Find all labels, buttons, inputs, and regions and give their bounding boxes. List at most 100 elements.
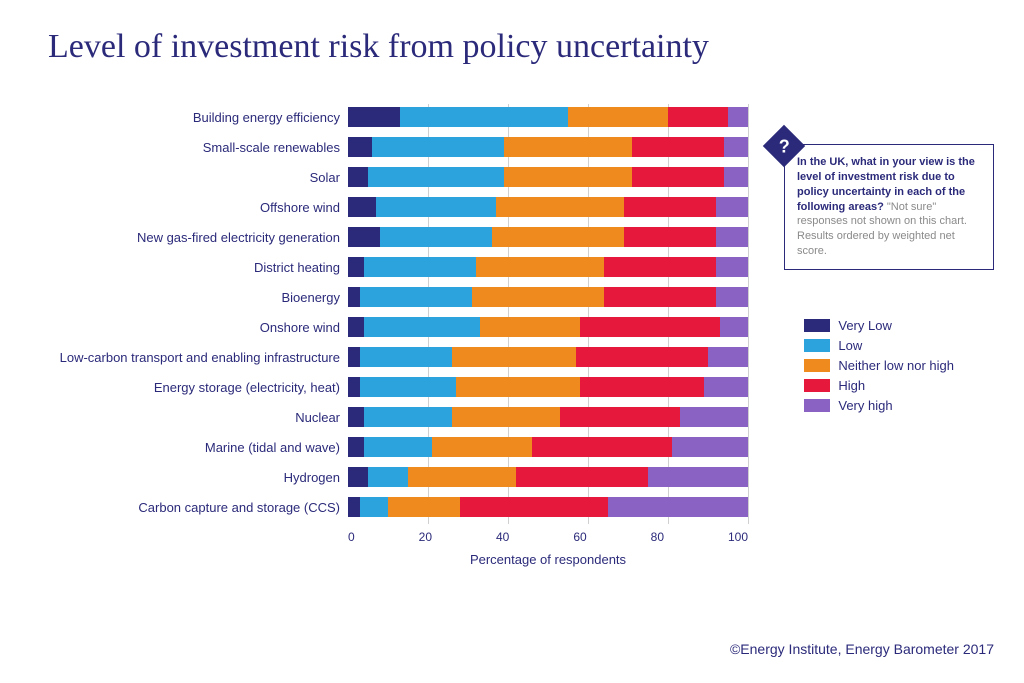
table-row: Hydrogen xyxy=(0,464,1024,490)
credit-line: ©Energy Institute, Energy Barometer 2017 xyxy=(730,641,994,657)
row-label: Nuclear xyxy=(0,410,348,425)
table-row: Carbon capture and storage (CCS) xyxy=(0,494,1024,520)
stacked-bar xyxy=(348,167,748,187)
chart-title: Level of investment risk from policy unc… xyxy=(48,28,709,66)
bar-segment-neither xyxy=(492,227,624,247)
bar-segment-low xyxy=(400,107,568,127)
bar-segment-high xyxy=(532,437,672,457)
legend-label: High xyxy=(838,378,865,393)
x-tick: 40 xyxy=(496,530,509,544)
bar-segment-high xyxy=(632,137,724,157)
bar-segment-very_low xyxy=(348,377,360,397)
bar-segment-very_low xyxy=(348,407,364,427)
bar-segment-low xyxy=(364,407,452,427)
legend-item: Low xyxy=(804,338,954,353)
legend-swatch xyxy=(804,399,830,412)
legend-swatch xyxy=(804,359,830,372)
bar-segment-very_high xyxy=(608,497,748,517)
bar-segment-high xyxy=(576,347,708,367)
bar-segment-neither xyxy=(568,107,668,127)
bar-segment-very_high xyxy=(708,347,748,367)
x-tick: 60 xyxy=(573,530,586,544)
stacked-bar xyxy=(348,107,748,127)
bar-segment-low xyxy=(380,227,492,247)
row-label: New gas-fired electricity generation xyxy=(0,230,348,245)
legend-swatch xyxy=(804,339,830,352)
bar-segment-low xyxy=(360,497,388,517)
bar-segment-very_high xyxy=(648,467,748,487)
bar-segment-very_high xyxy=(716,257,748,277)
legend: Very Low Low Neither low nor high High Very … xyxy=(804,318,954,418)
bar-segment-high xyxy=(516,467,648,487)
bar-segment-high xyxy=(632,167,724,187)
bar-segment-low xyxy=(364,257,476,277)
stacked-bar xyxy=(348,137,748,157)
stacked-bar xyxy=(348,287,748,307)
legend-label: Neither low nor high xyxy=(838,358,954,373)
bar-segment-very_low xyxy=(348,197,376,217)
row-label: Hydrogen xyxy=(0,470,348,485)
legend-swatch xyxy=(804,319,830,332)
bar-segment-low xyxy=(376,197,496,217)
table-row: Bioenergy xyxy=(0,284,1024,310)
row-label: Onshore wind xyxy=(0,320,348,335)
bar-segment-neither xyxy=(480,317,580,337)
row-label: Carbon capture and storage (CCS) xyxy=(0,500,348,515)
bar-segment-very_low xyxy=(348,497,360,517)
row-label: Marine (tidal and wave) xyxy=(0,440,348,455)
row-label: Small-scale renewables xyxy=(0,140,348,155)
row-label: Solar xyxy=(0,170,348,185)
x-tick: 20 xyxy=(419,530,432,544)
bar-segment-very_high xyxy=(724,137,748,157)
bar-segment-neither xyxy=(504,137,632,157)
bar-segment-low xyxy=(360,347,452,367)
bar-segment-neither xyxy=(496,197,624,217)
row-label: Bioenergy xyxy=(0,290,348,305)
table-row: Marine (tidal and wave) xyxy=(0,434,1024,460)
bar-segment-low xyxy=(364,317,480,337)
bar-segment-very_high xyxy=(716,287,748,307)
bar-segment-very_high xyxy=(716,197,748,217)
bar-segment-very_low xyxy=(348,347,360,367)
stacked-bar xyxy=(348,317,748,337)
bar-segment-neither xyxy=(472,287,604,307)
legend-label: Low xyxy=(838,338,862,353)
bar-segment-very_low xyxy=(348,467,368,487)
bar-segment-neither xyxy=(408,467,516,487)
bar-segment-high xyxy=(560,407,680,427)
bar-segment-very_high xyxy=(724,167,748,187)
bar-segment-very_low xyxy=(348,107,400,127)
legend-item: Very high xyxy=(804,398,954,413)
table-row: Building energy efficiency xyxy=(0,104,1024,130)
bar-segment-very_low xyxy=(348,287,360,307)
stacked-bar xyxy=(348,377,748,397)
legend-label: Very Low xyxy=(838,318,891,333)
legend-label: Very high xyxy=(838,398,892,413)
legend-item: High xyxy=(804,378,954,393)
bar-segment-very_high xyxy=(680,407,748,427)
bar-segment-very_low xyxy=(348,317,364,337)
bar-segment-very_high xyxy=(728,107,748,127)
bar-segment-high xyxy=(460,497,608,517)
stacked-bar xyxy=(348,467,748,487)
bar-segment-very_high xyxy=(716,227,748,247)
bar-segment-neither xyxy=(452,347,576,367)
bar-segment-low xyxy=(372,137,504,157)
bar-segment-neither xyxy=(456,377,580,397)
bar-segment-neither xyxy=(388,497,460,517)
stacked-bar xyxy=(348,257,748,277)
stacked-bar xyxy=(348,437,748,457)
legend-swatch xyxy=(804,379,830,392)
bar-segment-neither xyxy=(476,257,604,277)
row-label: Offshore wind xyxy=(0,200,348,215)
question-mark: ? xyxy=(779,134,790,158)
x-tick: 80 xyxy=(651,530,664,544)
bar-segment-very_low xyxy=(348,167,368,187)
row-label: Building energy efficiency xyxy=(0,110,348,125)
bar-segment-low xyxy=(360,287,472,307)
row-label: Energy storage (electricity, heat) xyxy=(0,380,348,395)
stacked-bar xyxy=(348,407,748,427)
bar-segment-neither xyxy=(452,407,560,427)
stacked-bar xyxy=(348,347,748,367)
row-label: District heating xyxy=(0,260,348,275)
